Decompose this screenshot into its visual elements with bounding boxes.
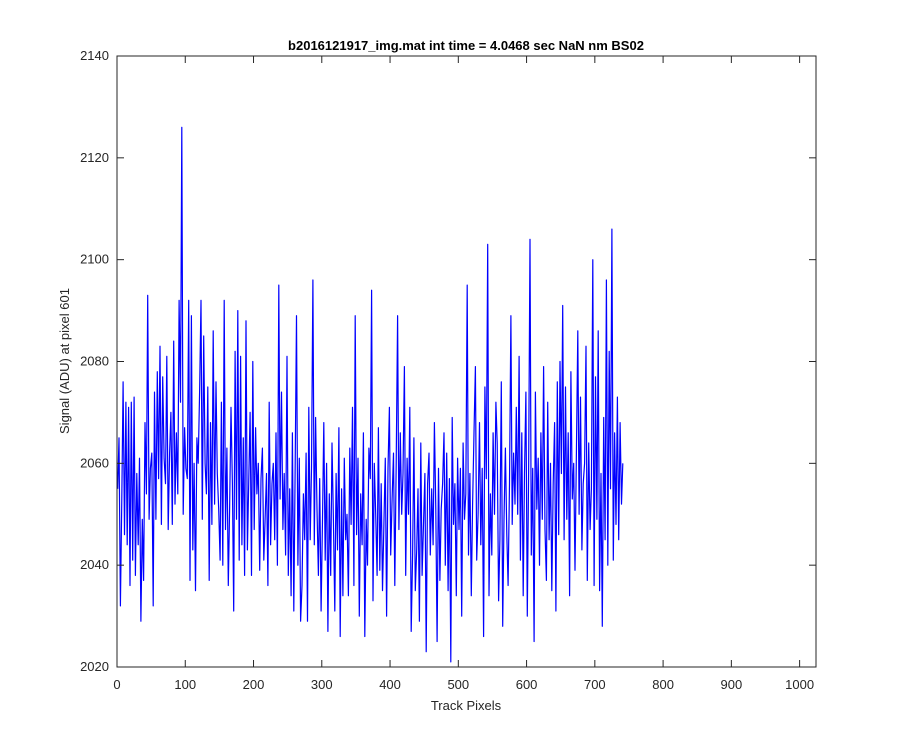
series-line-0	[117, 126, 624, 663]
y-tick-label: 2100	[80, 252, 109, 267]
x-tick-label: 800	[652, 677, 674, 692]
x-tick-label: 600	[516, 677, 538, 692]
y-tick-label: 2120	[80, 150, 109, 165]
y-axis: 2020 2040 2060 2080 2100 2120 2140	[80, 48, 816, 674]
x-axis-label: Track Pixels	[431, 698, 502, 713]
series-layer	[117, 126, 624, 663]
x-tick-label: 100	[174, 677, 196, 692]
x-tick-label: 400	[379, 677, 401, 692]
y-axis-label: Signal (ADU) at pixel 601	[57, 288, 72, 434]
y-tick-label: 2060	[80, 455, 109, 470]
x-tick-label: 200	[243, 677, 265, 692]
x-tick-label: 1000	[785, 677, 814, 692]
y-tick-label: 2140	[80, 48, 109, 63]
x-tick-label: 0	[113, 677, 120, 692]
y-tick-label: 2040	[80, 557, 109, 572]
x-axis: 0 100 200 300 400 500 600 700 800 900 1000	[113, 56, 814, 692]
chart-title: b2016121917_img.mat int time = 4.0468 se…	[288, 38, 644, 53]
x-tick-label: 500	[447, 677, 469, 692]
y-tick-label: 2020	[80, 659, 109, 674]
x-tick-label: 900	[721, 677, 743, 692]
x-tick-label: 300	[311, 677, 333, 692]
y-tick-label: 2080	[80, 354, 109, 369]
x-tick-label: 700	[584, 677, 606, 692]
